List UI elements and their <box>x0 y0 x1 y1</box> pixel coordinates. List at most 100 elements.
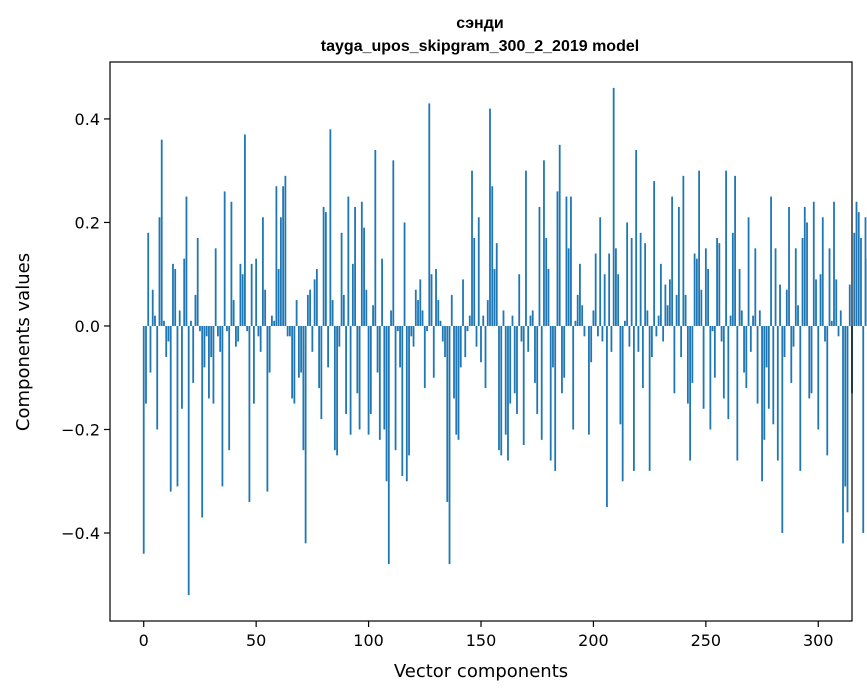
bar-17 <box>181 325 183 409</box>
bar-237 <box>675 294 678 326</box>
bar-220 <box>637 325 640 352</box>
bar-129 <box>432 325 435 378</box>
bar-48 <box>250 263 253 326</box>
bar-75 <box>311 325 314 352</box>
bar-269 <box>747 217 750 326</box>
bar-107 <box>383 325 386 430</box>
bar-297 <box>810 325 813 394</box>
bar-86 <box>336 325 338 456</box>
bar-231 <box>662 325 665 342</box>
bar-257 <box>720 325 723 342</box>
bar-185 <box>558 144 561 326</box>
bar-259 <box>725 170 727 326</box>
bar-162 <box>507 325 509 461</box>
bar-304 <box>826 325 829 456</box>
bar-134 <box>444 325 446 358</box>
bar-292 <box>799 325 802 471</box>
bar-268 <box>745 325 748 389</box>
bar-147 <box>473 237 476 326</box>
bar-311 <box>842 325 844 544</box>
bar-186 <box>561 325 563 394</box>
bar-199 <box>590 325 593 363</box>
bar-12 <box>169 325 172 492</box>
bar-251 <box>707 269 709 326</box>
bar-230 <box>659 263 662 326</box>
bar-208 <box>610 325 613 352</box>
bar-1 <box>145 325 147 404</box>
bar-270 <box>749 325 752 352</box>
bar-287 <box>788 206 790 326</box>
bar-234 <box>668 279 671 326</box>
bar-211 <box>617 274 620 326</box>
bar-7 <box>158 217 161 326</box>
bar-33 <box>217 325 219 337</box>
bar-112 <box>394 325 397 451</box>
bar-95 <box>356 325 359 394</box>
bar-267 <box>743 325 745 373</box>
bar-308 <box>835 279 838 326</box>
bar-122 <box>417 300 419 326</box>
bar-243 <box>689 325 692 461</box>
bar-54 <box>264 289 267 326</box>
bar-207 <box>608 253 611 326</box>
bar-192 <box>574 320 577 326</box>
bar-289 <box>792 325 795 347</box>
bar-110 <box>390 310 392 326</box>
bar-216 <box>628 325 631 347</box>
bar-312 <box>844 325 847 487</box>
bar-256 <box>718 243 721 326</box>
bar-142 <box>462 279 464 326</box>
y-axis-label: Components values <box>13 253 34 431</box>
bar-87 <box>338 325 341 347</box>
bar-105 <box>378 325 381 440</box>
bar-272 <box>754 248 757 326</box>
bar-229 <box>657 315 660 326</box>
bar-130 <box>435 269 437 326</box>
bar-236 <box>673 325 676 394</box>
bar-253 <box>711 325 714 332</box>
x-axis-label: Vector components <box>394 661 568 682</box>
bar-172 <box>529 315 532 326</box>
bar-195 <box>581 305 584 326</box>
bar-70 <box>300 325 303 373</box>
bar-232 <box>664 284 667 326</box>
bar-305 <box>828 248 831 326</box>
bar-189 <box>567 248 570 326</box>
bar-303 <box>824 325 826 342</box>
bar-238 <box>677 206 680 326</box>
bar-302 <box>821 217 824 326</box>
bar-32 <box>214 248 217 326</box>
bar-57 <box>270 315 273 326</box>
bar-279 <box>770 196 772 326</box>
bar-131 <box>437 300 440 326</box>
x-tick-label: 100 <box>353 631 384 650</box>
bar-141 <box>459 325 462 368</box>
bar-175 <box>536 325 539 414</box>
bar-158 <box>498 325 500 451</box>
bar-36 <box>223 191 226 326</box>
bar-246 <box>695 258 698 326</box>
bar-34 <box>219 325 222 352</box>
bar-23 <box>194 294 197 326</box>
bar-80 <box>322 206 325 326</box>
bar-66 <box>291 325 294 399</box>
bar-63 <box>284 175 287 326</box>
bar-183 <box>554 325 557 471</box>
bar-42 <box>237 325 240 342</box>
bar-45 <box>244 134 246 326</box>
bar-81 <box>324 212 327 326</box>
bar-94 <box>354 206 356 326</box>
bar-26 <box>201 325 204 518</box>
bar-276 <box>763 325 766 440</box>
bar-244 <box>691 325 694 383</box>
bar-116 <box>403 222 406 326</box>
bar-227 <box>653 181 656 326</box>
bar-88 <box>340 232 343 326</box>
bar-15 <box>176 325 179 487</box>
x-tick-label: 150 <box>466 631 497 650</box>
bar-41 <box>235 325 237 347</box>
bar-180 <box>547 269 550 326</box>
bar-124 <box>421 310 424 326</box>
bar-286 <box>785 289 788 326</box>
bar-60 <box>277 269 280 326</box>
